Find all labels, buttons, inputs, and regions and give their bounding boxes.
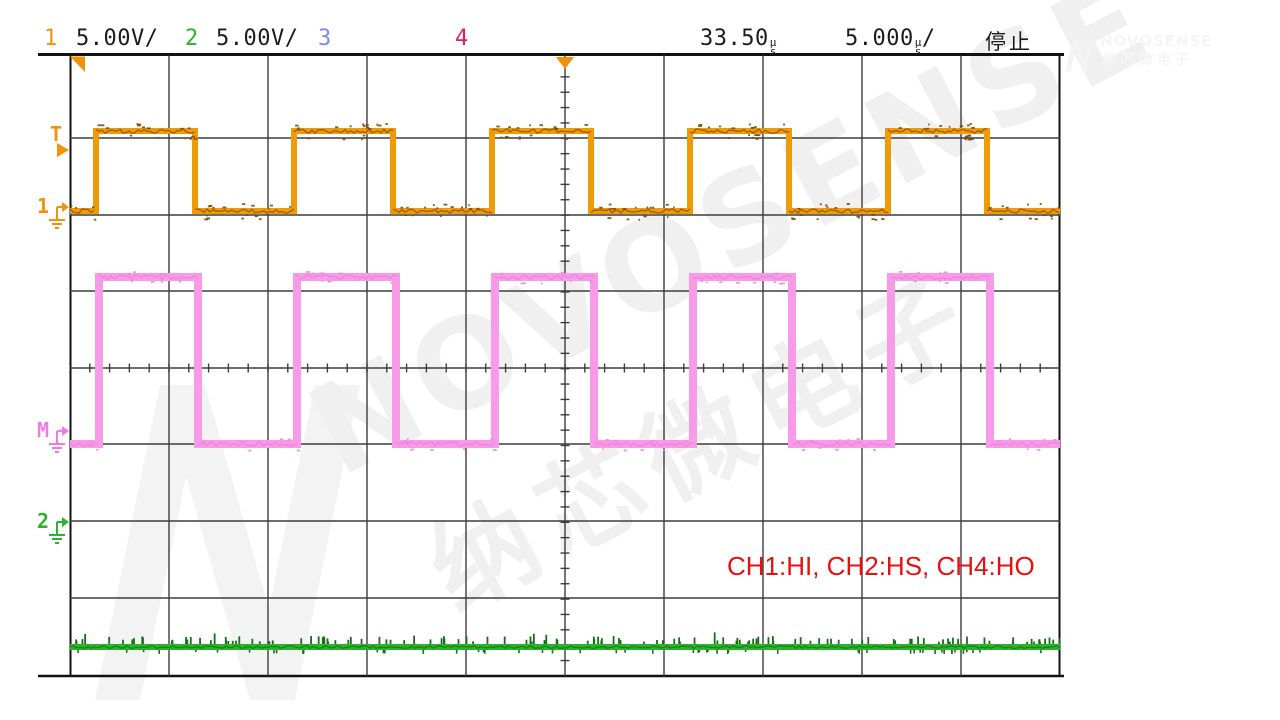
ch4-number: 4 [455,26,469,51]
trace-ch1_hi [69,123,1060,221]
watermark-corner-brand-cn: 纳芯微电子 [1103,51,1193,68]
trigger-time-marker [556,57,574,69]
trace-ch2_hs [69,632,1061,654]
delay-reference-marker [70,56,85,72]
ch2-number: 2 [185,26,199,51]
watermark-corner: NOVOSENSE 纳芯微电子 [1065,32,1213,72]
trace-ch4_ho [69,271,1060,452]
ch1-number: 1 [44,26,58,51]
watermark-corner-brand: NOVOSENSE [1100,32,1213,50]
svg-text:M: M [37,418,49,442]
svg-text:2: 2 [37,509,49,533]
delay-readout: 33.50 μ s [700,26,777,58]
timebase-value: 5.000 [845,26,914,51]
trigger-level-marker: T [50,122,69,157]
run-state-indicator: 停止 [985,30,1033,54]
ch2-ground-marker: 2 [37,509,69,544]
svg-text:1: 1 [37,194,49,218]
ch2-scale: 5.00V/ [216,26,299,51]
ch1-scale: 5.00V/ [76,26,159,51]
graticule [38,53,1064,678]
math-ground-marker: M [37,418,69,453]
channel-annotation: CH1:HI, CH2:HS, CH4:HO [727,551,1035,581]
status-bar: 1 5.00V/ 2 5.00V/ 3 4 33.50 μ s 5.000 μ s / 停… [0,0,1280,58]
watermark: NOVOSENSE 纳芯微电子 NOVOSENSE 纳芯微电子 [95,0,1213,700]
ch3-number: 3 [318,26,332,51]
delay-value: 33.50 [700,26,769,51]
ch1-ground-marker: 1 [37,194,69,229]
timebase-readout: 5.000 μ s / [845,26,936,58]
svg-text:T: T [50,122,62,146]
